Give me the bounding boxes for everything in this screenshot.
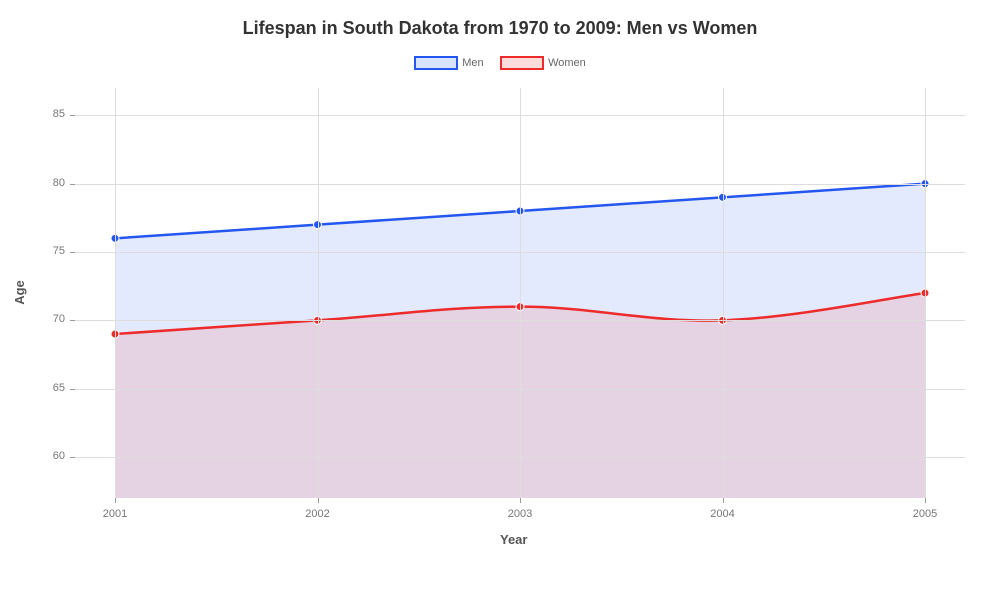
x-axis-tick-label: 2004 xyxy=(698,508,748,520)
y-axis-tick-label: 60 xyxy=(35,450,65,462)
grid-line-x xyxy=(925,88,926,498)
y-axis-tick-label: 80 xyxy=(35,177,65,189)
grid-line-x xyxy=(520,88,521,498)
x-axis-tick-label: 2001 xyxy=(90,508,140,520)
x-axis-tick-label: 2003 xyxy=(495,508,545,520)
x-tick xyxy=(318,498,319,503)
y-tick xyxy=(70,252,75,253)
y-tick xyxy=(70,389,75,390)
grid-line-x xyxy=(318,88,319,498)
y-axis-tick-label: 75 xyxy=(35,245,65,257)
y-axis-tick-label: 70 xyxy=(35,313,65,325)
x-axis-tick-label: 2002 xyxy=(293,508,343,520)
y-tick xyxy=(70,457,75,458)
x-axis-tick-label: 2005 xyxy=(900,508,950,520)
y-tick xyxy=(70,115,75,116)
y-axis-tick-label: 85 xyxy=(35,108,65,120)
y-axis-title: Age xyxy=(12,280,27,305)
x-axis-title: Year xyxy=(500,532,527,547)
y-axis-tick-label: 65 xyxy=(35,382,65,394)
x-tick xyxy=(723,498,724,503)
y-tick xyxy=(70,184,75,185)
x-tick xyxy=(520,498,521,503)
grid-line-x xyxy=(115,88,116,498)
chart-container: Lifespan in South Dakota from 1970 to 20… xyxy=(0,0,1000,600)
grid-line-x xyxy=(723,88,724,498)
x-tick xyxy=(925,498,926,503)
x-tick xyxy=(115,498,116,503)
y-tick xyxy=(70,320,75,321)
